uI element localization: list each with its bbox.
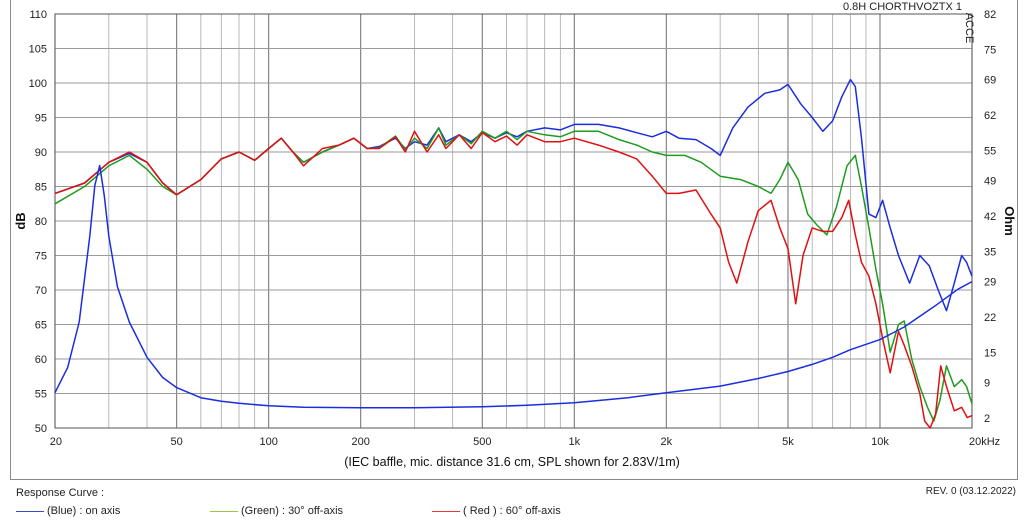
- y-right-tick-label: 9: [984, 378, 990, 390]
- legend-label: ( Red ) : 60° off-axis: [463, 505, 561, 517]
- y-left-tick-label: 85: [35, 182, 47, 194]
- x-tick-label: 100: [259, 436, 277, 448]
- y-right-tick-label: 15: [984, 347, 996, 359]
- y-right-tick-label: 82: [984, 9, 996, 21]
- y-left-tick-label: 75: [35, 251, 47, 263]
- y-right-tick-label: 35: [984, 246, 996, 258]
- x-tick-label: 20kHz: [969, 436, 1000, 448]
- y-left-tick-label: 90: [35, 147, 47, 159]
- y-right-tick-label: 69: [984, 75, 996, 87]
- y-left-tick-label: 100: [29, 78, 47, 90]
- x-tick-label: 50: [171, 436, 183, 448]
- chart-caption: (IEC baffle, mic. distance 31.6 cm, SPL …: [344, 455, 680, 469]
- y-left-tick-label: 105: [29, 44, 47, 56]
- y-right-tick-label: 22: [984, 312, 996, 324]
- legend-label: (Blue) : on axis: [47, 505, 121, 517]
- y-right-axis-title: Ohm: [1002, 206, 1017, 236]
- y-left-tick-label: 50: [35, 423, 47, 435]
- plot-border: [54, 13, 973, 429]
- side-label: ACCE: [963, 13, 975, 44]
- y-left-tick-label: 55: [35, 389, 47, 401]
- y-right-tick-label: 49: [984, 176, 996, 188]
- x-tick-label: 1k: [569, 436, 581, 448]
- y-right-tick-label: 29: [984, 277, 996, 289]
- y-right-tick-label: 42: [984, 211, 996, 223]
- y-left-tick-label: 70: [35, 285, 47, 297]
- x-tick-label: 2k: [661, 436, 673, 448]
- y-left-tick-label: 80: [35, 216, 47, 228]
- legend-entry: (Green) : 30° off-axis: [210, 505, 343, 517]
- x-tick-label: 200: [351, 436, 369, 448]
- y-left-tick-label: 95: [35, 113, 47, 125]
- x-tick-label: 5k: [782, 436, 794, 448]
- legend-swatch: [16, 510, 44, 512]
- y-right-tick-label: 55: [984, 145, 996, 157]
- legend-entry: (Blue) : on axis: [16, 505, 120, 517]
- y-left-tick-label: 65: [35, 320, 47, 332]
- y-left-tick-label: 60: [35, 354, 47, 366]
- legend-swatch: [432, 510, 460, 512]
- y-left-axis-title: dB: [13, 212, 28, 229]
- y-right-tick-label: 2: [984, 413, 990, 425]
- y-left-tick-label: 110: [29, 9, 47, 21]
- corner-label: 0.8H CHORTHVOZTX 1: [843, 1, 962, 13]
- revision-label: REV. 0 (03.12.2022): [925, 486, 1016, 497]
- x-tick-label: 20: [50, 436, 62, 448]
- y-right-tick-label: 75: [984, 44, 996, 56]
- frequency-response-chart: 5055606570758085909510010511029152229354…: [13, 1, 1017, 448]
- impedance-curve: [54, 164, 973, 409]
- legend-swatch: [210, 510, 238, 512]
- x-tick-label: 500: [473, 436, 491, 448]
- response-curve-e01010: [54, 130, 973, 429]
- x-tick-label: 10k: [871, 436, 889, 448]
- legend-label: (Green) : 30° off-axis: [241, 505, 344, 517]
- legend-entry: ( Red ) : 60° off-axis: [432, 505, 561, 517]
- legend-title: Response Curve :: [16, 487, 105, 499]
- y-right-tick-label: 62: [984, 110, 996, 122]
